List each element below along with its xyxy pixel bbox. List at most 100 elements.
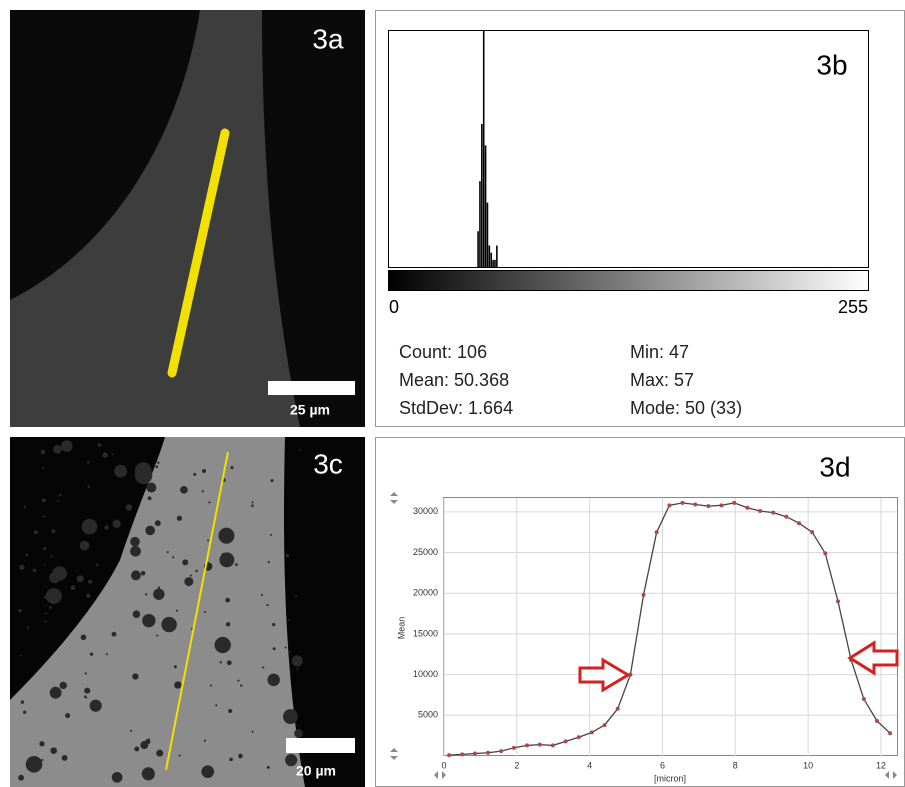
droplet	[96, 563, 99, 567]
droplet	[175, 609, 178, 612]
data-point	[693, 502, 698, 507]
droplet	[267, 561, 270, 564]
droplet	[189, 574, 192, 577]
droplet	[251, 504, 254, 507]
droplet	[147, 496, 152, 501]
droplet	[87, 485, 90, 488]
droplet	[251, 730, 254, 733]
bar	[488, 245, 491, 267]
stat-label: Mean:	[399, 370, 449, 390]
droplet	[226, 660, 232, 666]
droplet	[86, 460, 90, 464]
stat-value: 50.368	[454, 370, 509, 390]
droplet	[102, 452, 108, 458]
droplet	[84, 672, 87, 675]
droplet	[43, 515, 46, 518]
x-axis-label: [micron]	[654, 773, 686, 783]
droplet	[204, 611, 207, 614]
droplet	[298, 448, 301, 451]
data-point	[525, 743, 530, 748]
profile-line	[165, 451, 229, 771]
droplet	[89, 652, 94, 656]
stat: Count: 106	[399, 342, 487, 362]
droplet	[202, 469, 207, 474]
droplet	[266, 765, 270, 769]
droplet	[65, 713, 71, 719]
droplet	[104, 525, 109, 530]
droplet	[112, 519, 121, 528]
x-tick-label: 6	[660, 760, 665, 770]
droplet	[70, 585, 76, 590]
droplet	[134, 462, 152, 480]
droplet	[262, 666, 265, 669]
droplet	[44, 595, 48, 599]
droplet	[39, 741, 45, 747]
droplet	[23, 505, 27, 509]
data-point	[537, 742, 542, 747]
panel-label: 3b	[816, 49, 847, 80]
droplet	[166, 551, 169, 554]
droplet	[49, 686, 62, 699]
tissue-region	[10, 437, 305, 787]
droplet	[285, 754, 298, 767]
data-point	[823, 551, 828, 556]
droplet	[50, 747, 57, 754]
bar	[481, 123, 483, 267]
droplet	[207, 539, 210, 542]
droplet	[178, 754, 181, 757]
droplet	[156, 593, 162, 598]
droplet	[81, 518, 98, 535]
droplet	[260, 594, 263, 597]
y-axis-label: Mean	[396, 617, 406, 640]
droplet	[44, 563, 47, 566]
stat: Mode: 50 (33)	[630, 398, 742, 418]
droplet	[269, 533, 272, 536]
droplet	[294, 595, 298, 598]
y-tick-label: 30000	[413, 506, 438, 516]
stat-value: 50 (33)	[685, 398, 742, 418]
data-point	[499, 749, 504, 754]
droplet	[58, 493, 62, 497]
droplet	[221, 552, 224, 555]
stat-value: 1.664	[468, 398, 513, 418]
droplet	[130, 536, 140, 547]
droplet	[140, 570, 146, 576]
droplet	[157, 461, 160, 464]
droplet	[214, 636, 231, 654]
droplet	[33, 530, 38, 535]
scale-bar	[286, 738, 355, 753]
droplet	[20, 654, 23, 657]
droplet	[79, 540, 90, 551]
stat: Max: 57	[630, 370, 694, 390]
droplet	[57, 499, 60, 502]
data-point	[472, 751, 477, 756]
droplet	[145, 525, 155, 536]
droplet	[25, 553, 29, 557]
droplet	[88, 579, 93, 584]
droplet	[41, 758, 44, 762]
droplet	[76, 575, 84, 583]
data-point	[460, 752, 465, 757]
droplet	[89, 699, 102, 712]
droplet	[156, 749, 164, 757]
droplet	[182, 559, 189, 566]
droplet	[266, 603, 269, 607]
droplet	[287, 618, 290, 621]
plot-frame	[443, 497, 898, 756]
droplet	[154, 520, 161, 527]
bar	[494, 259, 496, 267]
data-point	[797, 521, 802, 526]
droplet	[294, 729, 303, 738]
data-point	[589, 730, 594, 735]
x-tick-label: 8	[733, 760, 738, 770]
data-point	[667, 503, 672, 508]
stat: Mean: 50.368	[399, 370, 509, 390]
droplet	[240, 684, 243, 687]
droplet	[86, 593, 91, 598]
droplet	[201, 490, 204, 493]
droplet	[129, 729, 132, 732]
droplet	[161, 616, 177, 633]
droplet	[195, 569, 198, 573]
droplet	[140, 741, 149, 750]
